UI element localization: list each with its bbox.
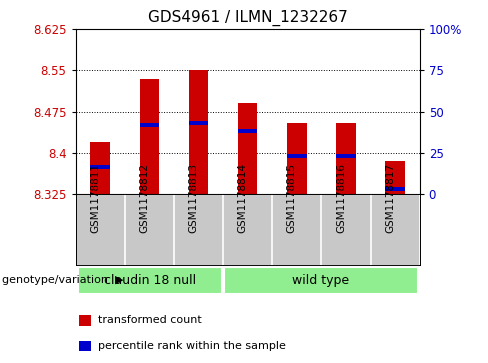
Title: GDS4961 / ILMN_1232267: GDS4961 / ILMN_1232267 [148, 10, 347, 26]
Bar [238, 103, 258, 194]
Text: GSM1178811: GSM1178811 [90, 163, 100, 233]
Text: GSM1178816: GSM1178816 [336, 163, 346, 233]
Bar [140, 123, 159, 127]
Text: claudin 18 null: claudin 18 null [104, 274, 196, 287]
Text: GSM1178812: GSM1178812 [140, 163, 149, 233]
FancyBboxPatch shape [224, 266, 418, 294]
Bar [90, 165, 110, 168]
Bar [140, 78, 159, 194]
Text: GSM1178814: GSM1178814 [238, 163, 248, 233]
Bar [238, 129, 258, 133]
Text: genotype/variation  ▶: genotype/variation ▶ [2, 276, 124, 285]
Bar [79, 341, 91, 351]
Bar [287, 154, 306, 158]
Bar [386, 187, 405, 191]
Text: GSM1178817: GSM1178817 [385, 163, 395, 233]
FancyBboxPatch shape [78, 266, 222, 294]
Text: GSM1178815: GSM1178815 [287, 163, 297, 233]
Bar [79, 315, 91, 326]
Bar [336, 123, 356, 194]
Text: wild type: wild type [292, 274, 349, 287]
Text: percentile rank within the sample: percentile rank within the sample [98, 341, 286, 351]
Bar [386, 161, 405, 194]
Text: transformed count: transformed count [98, 315, 202, 325]
Bar [189, 70, 208, 194]
Bar [189, 121, 208, 125]
Text: GSM1178813: GSM1178813 [188, 163, 199, 233]
Bar [336, 154, 356, 158]
Bar [90, 142, 110, 194]
Bar [287, 123, 306, 194]
